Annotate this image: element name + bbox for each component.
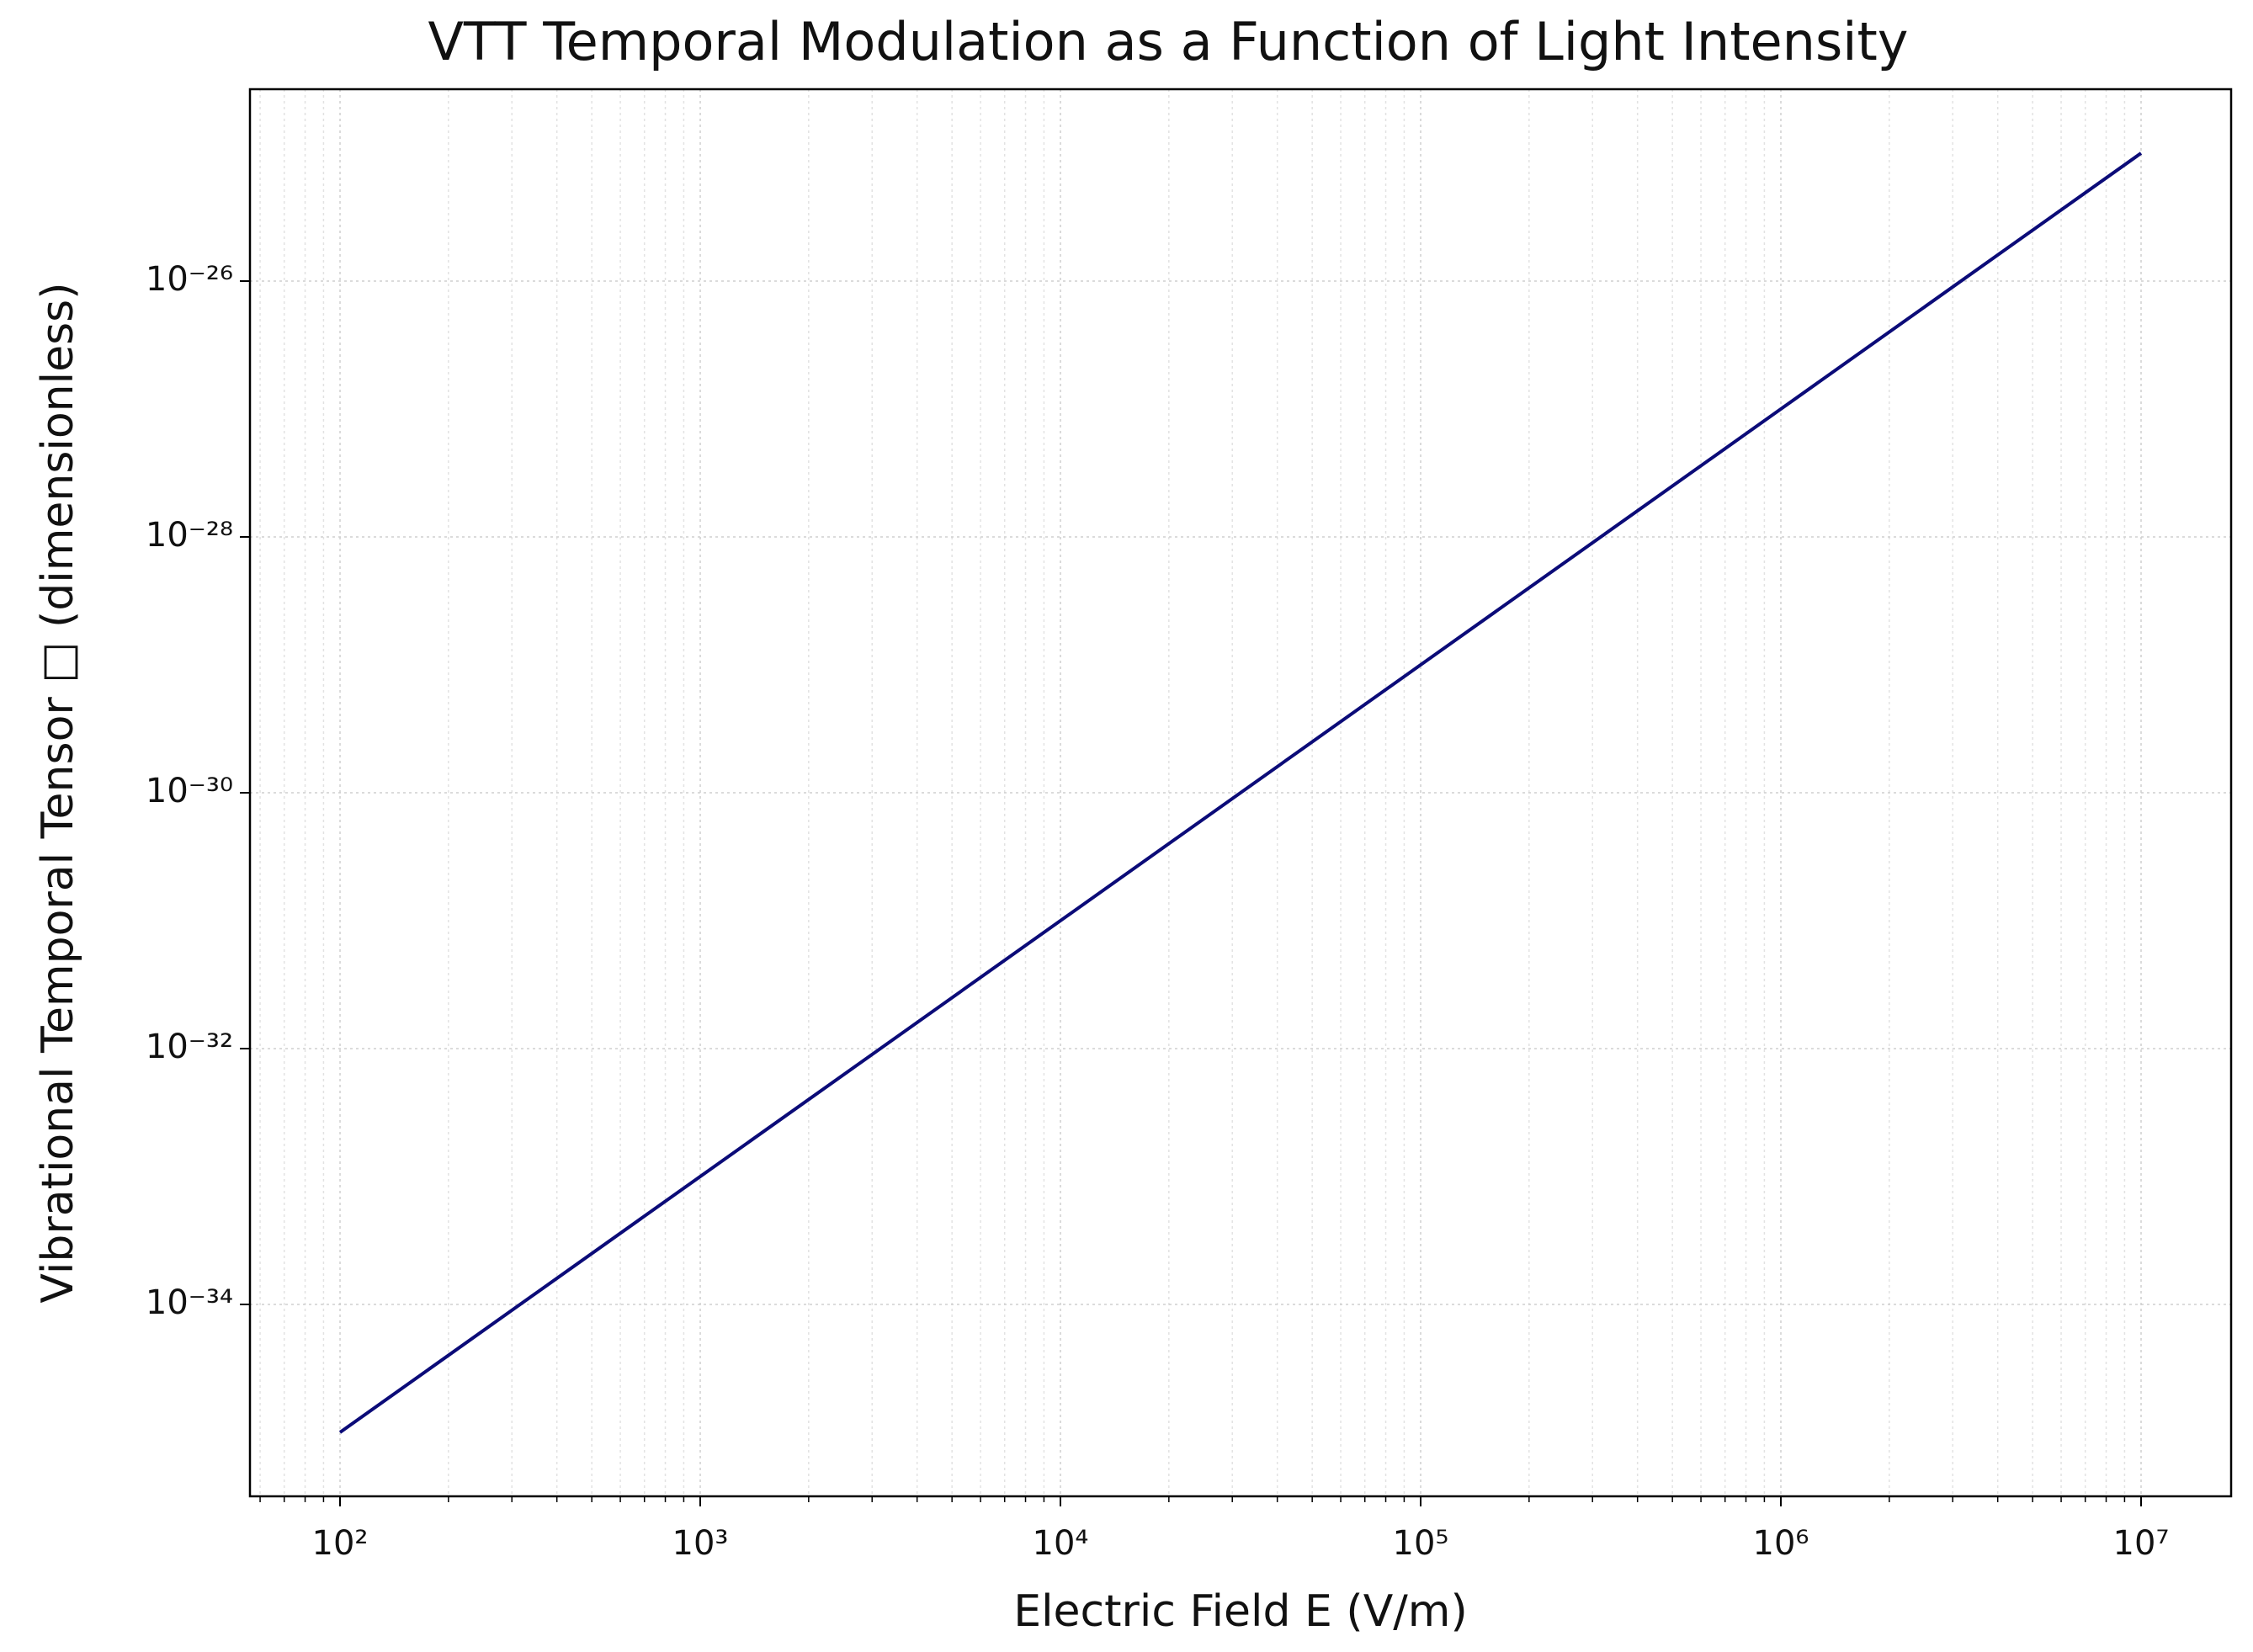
y-tick-label: 10⁻³² xyxy=(146,1028,233,1066)
x-tick-label: 10⁴ xyxy=(1033,1524,1089,1563)
chart-title: VTT Temporal Modulation as a Function of… xyxy=(428,11,1908,72)
y-tick-label: 10⁻³⁴ xyxy=(146,1283,233,1322)
x-tick-label: 10³ xyxy=(672,1524,729,1563)
y-tick-label: 10⁻²⁶ xyxy=(146,260,233,299)
y-tick-label: 10⁻²⁸ xyxy=(146,516,233,555)
plot-frame xyxy=(248,88,2233,1498)
x-tick-label: 10⁶ xyxy=(1753,1524,1809,1563)
x-axis-label: Electric Field E (V/m) xyxy=(1013,1586,1467,1637)
data-line xyxy=(338,151,2143,1434)
x-tick-label: 10⁵ xyxy=(1393,1524,1449,1563)
y-tick-label: 10⁻³⁰ xyxy=(146,772,233,810)
x-tick-label: 10² xyxy=(312,1524,369,1563)
x-tick-label: 10⁷ xyxy=(2113,1524,2170,1563)
y-axis-label: Vibrational Temporal Tensor □ (dimension… xyxy=(33,282,83,1303)
